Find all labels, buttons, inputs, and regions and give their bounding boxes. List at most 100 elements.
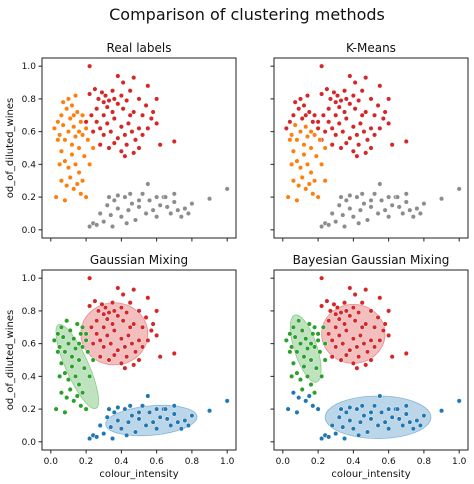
scatter-point — [363, 109, 369, 115]
scatter-point — [55, 331, 61, 337]
scatter-point — [124, 309, 130, 316]
scatter-point — [168, 422, 174, 429]
scatter-point — [315, 194, 321, 200]
scatter-point — [306, 393, 312, 399]
scatter-point — [294, 370, 300, 376]
scatter-point — [88, 112, 94, 118]
scatter-point — [95, 96, 101, 102]
subplot-title: Real labels — [107, 41, 172, 55]
scatter-point — [296, 183, 302, 189]
scatter-point — [58, 360, 64, 366]
x-tick-label: 0.6 — [381, 457, 396, 467]
scatter-point — [108, 212, 114, 218]
scatter-point — [145, 181, 151, 187]
scatter-point — [97, 422, 103, 429]
scatter-point — [338, 97, 344, 104]
scatter-point — [338, 145, 344, 151]
scatter-point — [67, 386, 73, 393]
scatter-point — [350, 336, 356, 342]
scatter-point — [356, 354, 362, 360]
scatter-point — [69, 354, 75, 360]
scatter-point — [304, 161, 311, 167]
scatter-point — [69, 151, 75, 158]
scatter-point — [109, 321, 116, 327]
scatter-point — [410, 214, 416, 220]
scatter-point — [292, 99, 298, 105]
scatter-point — [357, 419, 363, 425]
scatter-point — [308, 381, 314, 388]
scatter-point — [375, 314, 381, 321]
scatter-point — [145, 125, 151, 131]
scatter-point — [350, 124, 356, 130]
scatter-point — [157, 202, 163, 208]
scatter-point — [94, 331, 100, 337]
scatter-point — [65, 377, 72, 383]
scatter-point — [76, 357, 82, 363]
scatter-point — [104, 120, 110, 127]
scatter-point — [129, 413, 135, 419]
scatter-point — [224, 186, 230, 192]
y-tick-label: 0.4 — [22, 372, 37, 382]
scatter-point — [350, 148, 356, 154]
scatter-point — [301, 142, 307, 148]
scatter-point — [315, 125, 321, 131]
scatter-point — [118, 93, 124, 99]
scatter-point — [308, 145, 314, 151]
scatter-point — [326, 331, 332, 337]
scatter-point — [143, 422, 149, 429]
scatter-point — [125, 419, 131, 425]
scatter-point — [145, 295, 151, 301]
scatter-point — [58, 324, 64, 330]
scatter-point — [287, 119, 293, 125]
scatter-point — [380, 327, 386, 334]
scatter-point — [175, 207, 181, 213]
scatter-point — [386, 96, 392, 102]
scatter-point — [164, 416, 170, 422]
scatter-point — [115, 101, 121, 107]
scatter-point — [106, 357, 112, 363]
scatter-point — [347, 192, 353, 199]
scatter-point — [343, 308, 349, 314]
scatter-point — [368, 416, 374, 422]
scatter-point — [74, 393, 80, 399]
scatter-point — [94, 222, 100, 228]
scatter-point — [368, 145, 374, 151]
scatter-point — [115, 313, 121, 319]
scatter-point — [371, 344, 378, 350]
scatter-point — [296, 395, 302, 401]
scatter-point — [414, 417, 420, 424]
scatter-point — [62, 137, 68, 143]
figure-title: Comparison of clustering methods — [109, 5, 385, 24]
scatter-point — [350, 93, 356, 99]
scatter-point — [287, 137, 293, 143]
scatter-point — [354, 365, 360, 371]
red-cluster-points — [83, 63, 177, 159]
scatter-point — [139, 191, 146, 197]
scatter-point — [101, 311, 107, 317]
scatter-point — [336, 120, 342, 127]
scatter-point — [80, 178, 86, 184]
scatter-point — [129, 201, 135, 207]
scatter-point — [294, 197, 300, 203]
scatter-point — [421, 413, 427, 419]
scatter-point — [102, 93, 109, 99]
scatter-point — [58, 148, 64, 154]
scatter-point — [294, 158, 300, 164]
scatter-point — [336, 332, 342, 339]
scatter-point — [55, 349, 61, 355]
scatter-point — [361, 413, 367, 419]
scatter-point — [289, 373, 295, 379]
scatter-point — [87, 223, 93, 230]
scatter-point — [396, 204, 402, 210]
scatter-point — [334, 305, 341, 311]
scatter-point — [343, 115, 349, 122]
scatter-point — [340, 424, 346, 430]
scatter-point — [315, 331, 321, 337]
scatter-point — [356, 309, 362, 316]
plot-area — [283, 275, 462, 442]
scatter-point — [132, 349, 139, 355]
scatter-point — [400, 422, 406, 429]
scatter-point — [80, 132, 86, 138]
scatter-point — [97, 354, 103, 360]
scatter-point — [78, 331, 84, 337]
